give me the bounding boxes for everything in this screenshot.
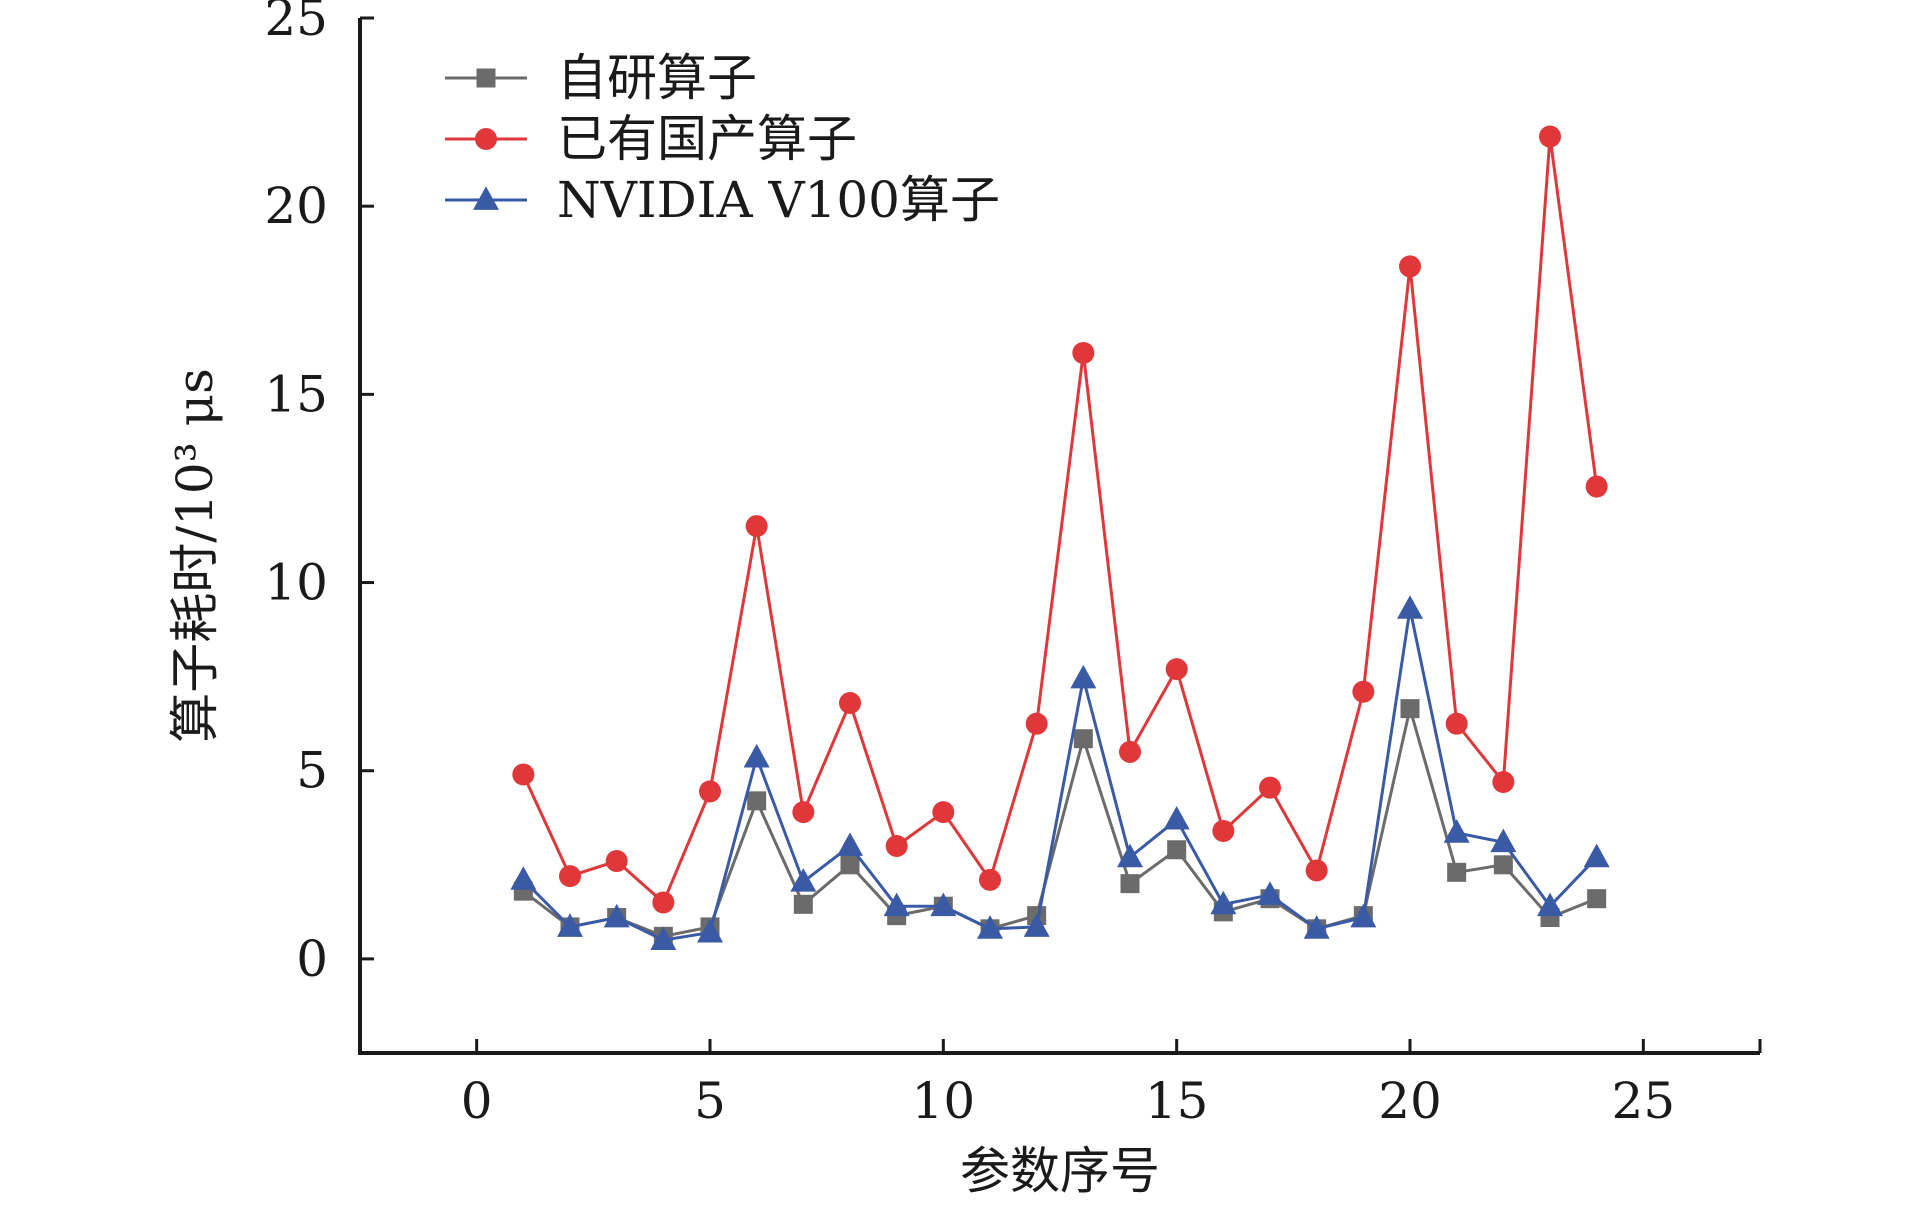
x-tick-label: 20 (1378, 1072, 1442, 1130)
data-point (790, 868, 817, 892)
data-point (1212, 819, 1235, 842)
data-point (1583, 843, 1610, 868)
data-point (745, 515, 768, 538)
data-point (1167, 840, 1187, 860)
data-point (603, 903, 630, 928)
x-tick-label: 25 (1612, 1072, 1676, 1130)
data-point (885, 835, 908, 857)
data-point (1025, 712, 1048, 735)
axes: 0 5 10 15 20 25 0 5 10 15 20 25 (264, 0, 1762, 1130)
legend-item: 自研算子 (445, 49, 757, 107)
series-line (521, 136, 1599, 905)
data-point (1352, 680, 1375, 703)
legend-item: NVIDIA V100算子 (445, 171, 1000, 229)
x-tick-label: 5 (694, 1072, 726, 1130)
data-point (1210, 890, 1237, 915)
data-point (932, 801, 955, 824)
data-point (1587, 889, 1607, 909)
legend-label: NVIDIA V100算子 (557, 171, 1000, 229)
data-point (1399, 255, 1421, 278)
data-point (1120, 874, 1140, 894)
x-tick-label: 10 (912, 1072, 976, 1130)
data-point (1443, 819, 1470, 843)
y-tick-label: 0 (296, 930, 328, 988)
data-point (1259, 776, 1281, 799)
legend-marker (473, 186, 499, 210)
series-line (522, 708, 1598, 938)
data-point (510, 866, 537, 890)
data-point (1492, 771, 1515, 794)
data-point (1585, 475, 1608, 498)
data-point (883, 892, 910, 917)
series-circle (512, 125, 1608, 914)
series-line (522, 608, 1598, 942)
series-layer (510, 125, 1610, 950)
data-point (793, 894, 813, 914)
data-point (1117, 843, 1143, 868)
y-tick-label: 25 (264, 0, 328, 47)
data-point (650, 926, 677, 950)
data-point (979, 868, 1001, 891)
y-tick-label: 5 (296, 742, 328, 800)
data-point (1257, 881, 1283, 905)
data-point (557, 913, 583, 937)
data-point (1493, 855, 1513, 875)
data-point (699, 780, 721, 803)
data-point (512, 763, 535, 786)
y-tick-label: 10 (264, 554, 328, 612)
data-point (1119, 740, 1141, 763)
data-point (1305, 859, 1328, 882)
data-point (1072, 341, 1095, 364)
data-point (1163, 806, 1190, 830)
data-point (1073, 729, 1093, 749)
data-point (792, 801, 815, 824)
legend-marker (476, 68, 496, 88)
data-point (559, 865, 581, 888)
data-point (1397, 595, 1423, 619)
data-point (930, 892, 957, 917)
data-point (747, 791, 767, 811)
data-point (1023, 913, 1050, 937)
legend-label: 已有国产算子 (557, 110, 857, 168)
series-square (513, 699, 1607, 946)
y-tick-label: 20 (264, 177, 328, 235)
series-triangle (510, 595, 1610, 950)
data-point (605, 850, 628, 873)
data-point (697, 918, 723, 943)
data-point (839, 691, 861, 714)
y-tick-label: 15 (264, 365, 328, 423)
data-point (1350, 903, 1377, 928)
data-point (743, 743, 770, 768)
data-point (977, 915, 1003, 939)
x-tick-label: 15 (1145, 1072, 1209, 1130)
data-point (1400, 699, 1420, 719)
data-point (1537, 892, 1563, 917)
y-axis-title: 算子耗时/10³ μs (166, 368, 224, 743)
legend-marker (475, 128, 497, 150)
legend-item: 已有国产算子 (445, 110, 857, 168)
data-point (1303, 915, 1330, 939)
data-point (1447, 862, 1467, 882)
data-point (1070, 664, 1097, 689)
data-point (1539, 125, 1561, 148)
x-tick-label: 0 (461, 1072, 493, 1130)
data-point (1165, 658, 1188, 681)
data-point (837, 832, 863, 856)
data-point (1445, 712, 1468, 735)
data-point (1490, 828, 1517, 853)
data-point (840, 855, 860, 875)
legend-label: 自研算子 (557, 49, 757, 107)
x-axis-title: 参数序号 (960, 1142, 1160, 1200)
data-point (652, 891, 675, 914)
